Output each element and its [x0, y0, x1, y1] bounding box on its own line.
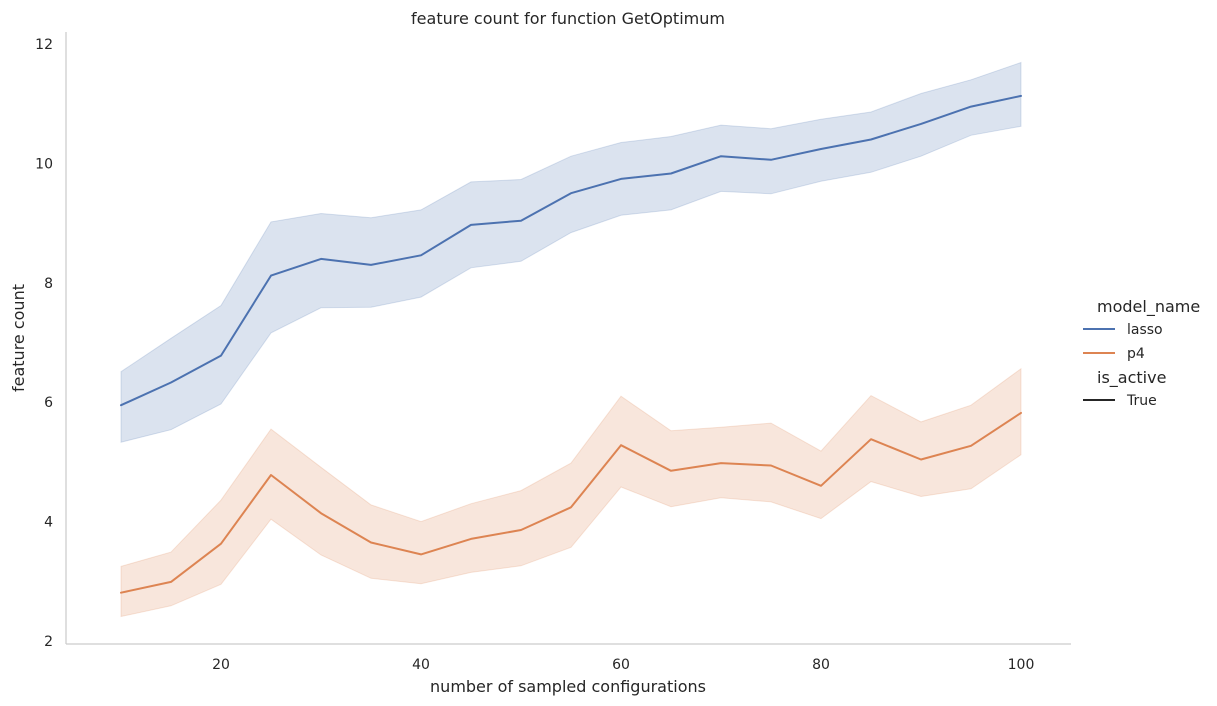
legend-hue-title: model_name: [1097, 297, 1200, 317]
y-tick-label: 2: [44, 634, 53, 650]
x-tick-label: 60: [612, 657, 630, 673]
legend-label-lasso: lasso: [1127, 322, 1163, 338]
y-tick-label: 12: [35, 37, 53, 53]
ci-band-lasso: [120, 61, 1022, 443]
y-tick-label: 10: [35, 156, 53, 172]
confidence-bands: [120, 61, 1022, 618]
y-tick-label: 4: [44, 515, 53, 531]
x-tick-label: 100: [1008, 657, 1035, 673]
x-axis-label: number of sampled configurations: [430, 677, 706, 696]
legend: model_name lasso p4 is_active True: [1083, 297, 1200, 409]
series-line-p4: [120, 411, 1022, 594]
y-tick-label: 6: [44, 395, 53, 411]
legend-label-p4: p4: [1127, 346, 1145, 362]
chart-title: feature count for function GetOptimum: [411, 9, 725, 28]
y-tick-labels: 2 4 6 8 10 12: [35, 37, 53, 650]
series-line-lasso: [120, 94, 1022, 407]
x-tick-labels: 20 40 60 80 100: [212, 657, 1034, 673]
x-tick-label: 20: [212, 657, 230, 673]
legend-style-title: is_active: [1097, 368, 1166, 388]
legend-hue-entries: lasso p4: [1083, 322, 1163, 362]
ci-band-p4: [120, 367, 1022, 618]
x-tick-label: 80: [812, 657, 830, 673]
legend-style-label: True: [1126, 393, 1157, 409]
series-lines: [120, 94, 1022, 594]
y-axis-label: feature count: [9, 284, 28, 392]
y-tick-label: 8: [44, 276, 53, 292]
x-tick-label: 40: [412, 657, 430, 673]
